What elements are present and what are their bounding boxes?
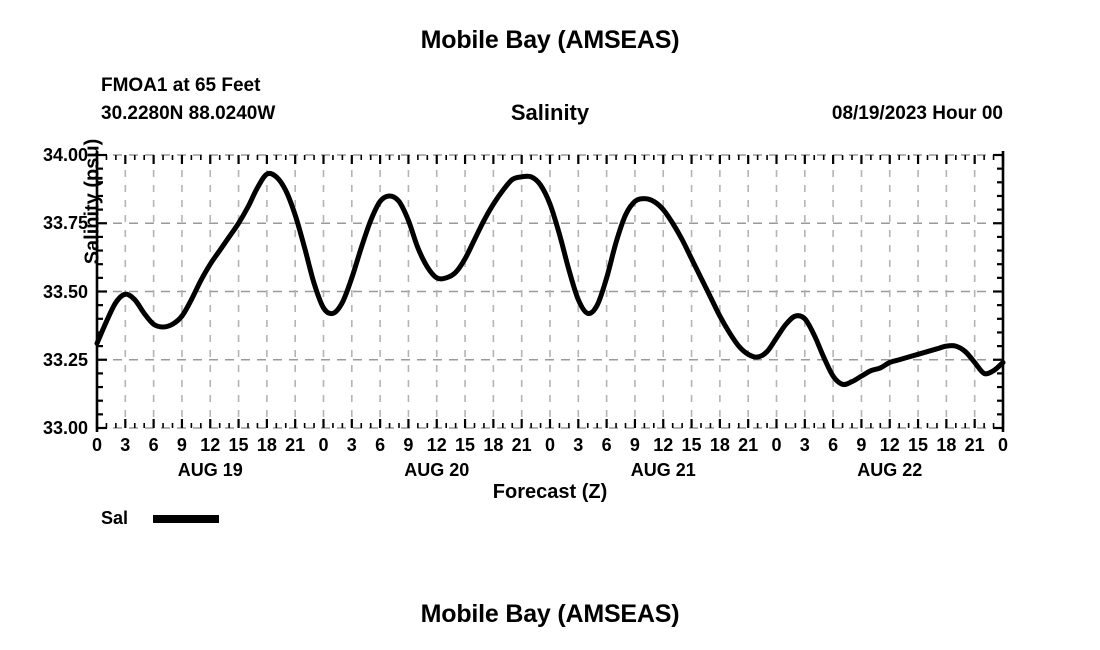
parameter-label: Salinity <box>510 100 590 125</box>
legend: Sal <box>101 508 219 529</box>
x-axis-tick-label: 0 <box>997 435 1008 455</box>
x-axis-day-label: AUG 20 <box>404 460 470 480</box>
x-axis-tick-label: 0 <box>544 435 555 455</box>
x-axis-tick-label: 0 <box>771 435 782 455</box>
x-axis-tick-label: 3 <box>346 435 357 455</box>
y-axis-tick-label: 33.75 <box>42 213 88 234</box>
data-line-sal <box>94 170 1006 388</box>
x-axis-day-label: AUG 19 <box>177 460 243 480</box>
x-axis-tick-label: 18 <box>256 435 277 455</box>
salinity-plot <box>94 151 1006 432</box>
x-axis-tick-label: 6 <box>375 435 386 455</box>
x-axis-tick-label: 9 <box>176 435 187 455</box>
x-axis-tick-label: 18 <box>709 435 730 455</box>
x-axis-tick-label: 15 <box>908 435 929 455</box>
model-run-label: 08/19/2023 Hour 00 <box>831 103 1003 124</box>
y-axis-tick-label: 34.00 <box>42 145 88 165</box>
y-axis-tick-label: 33.25 <box>42 349 88 370</box>
station-label: FMOA1 at 65 Feet <box>101 75 261 96</box>
x-axis-tick-label: 21 <box>964 435 985 455</box>
x-axis-tick-label: 21 <box>511 435 532 455</box>
x-axis-tick-label: 12 <box>200 435 221 455</box>
x-axis-tick-label: 3 <box>120 435 131 455</box>
x-axis-tick-label: 18 <box>483 435 504 455</box>
x-axis-title: Forecast (Z) <box>492 481 608 503</box>
x-axis-tick-label: 21 <box>285 435 306 455</box>
x-axis-tick-label: 12 <box>879 435 900 455</box>
x-axis-tick-label: 9 <box>403 435 414 455</box>
legend-label-sal: Sal <box>101 508 129 528</box>
coordinates-label: 30.2280N 88.0240W <box>101 103 276 124</box>
x-axis-tick-label: 0 <box>91 435 102 455</box>
x-axis-tick-label: 3 <box>799 435 810 455</box>
x-axis-day-label: AUG 21 <box>630 460 696 480</box>
y-axis-tick-label: 33.00 <box>42 418 88 438</box>
x-axis-tick-label: 18 <box>936 435 957 455</box>
x-axis-tick-label: 12 <box>426 435 447 455</box>
x-axis-tick-label: 3 <box>573 435 584 455</box>
x-axis-tick-label: 15 <box>681 435 702 455</box>
page-title-top: Mobile Bay (AMSEAS) <box>420 26 680 54</box>
x-axis-tick-label: 6 <box>148 435 159 455</box>
x-axis-tick-label: 12 <box>653 435 674 455</box>
legend-swatch-sal <box>153 514 219 523</box>
x-axis-tick-label: 6 <box>828 435 839 455</box>
y-axis-tick-label: 33.50 <box>42 281 88 302</box>
x-axis-tick-label: 15 <box>228 435 249 455</box>
x-axis-tick-label: 9 <box>629 435 640 455</box>
x-axis-tick-label: 21 <box>738 435 759 455</box>
plot-area <box>94 151 1006 432</box>
x-axis-day-label: AUG 22 <box>857 460 923 480</box>
x-axis-tick-label: 15 <box>455 435 476 455</box>
page-title-bottom: Mobile Bay (AMSEAS) <box>420 600 680 628</box>
x-axis-tick-label: 9 <box>856 435 867 455</box>
x-axis-tick-label: 6 <box>601 435 612 455</box>
x-axis-tick-label: 0 <box>318 435 329 455</box>
